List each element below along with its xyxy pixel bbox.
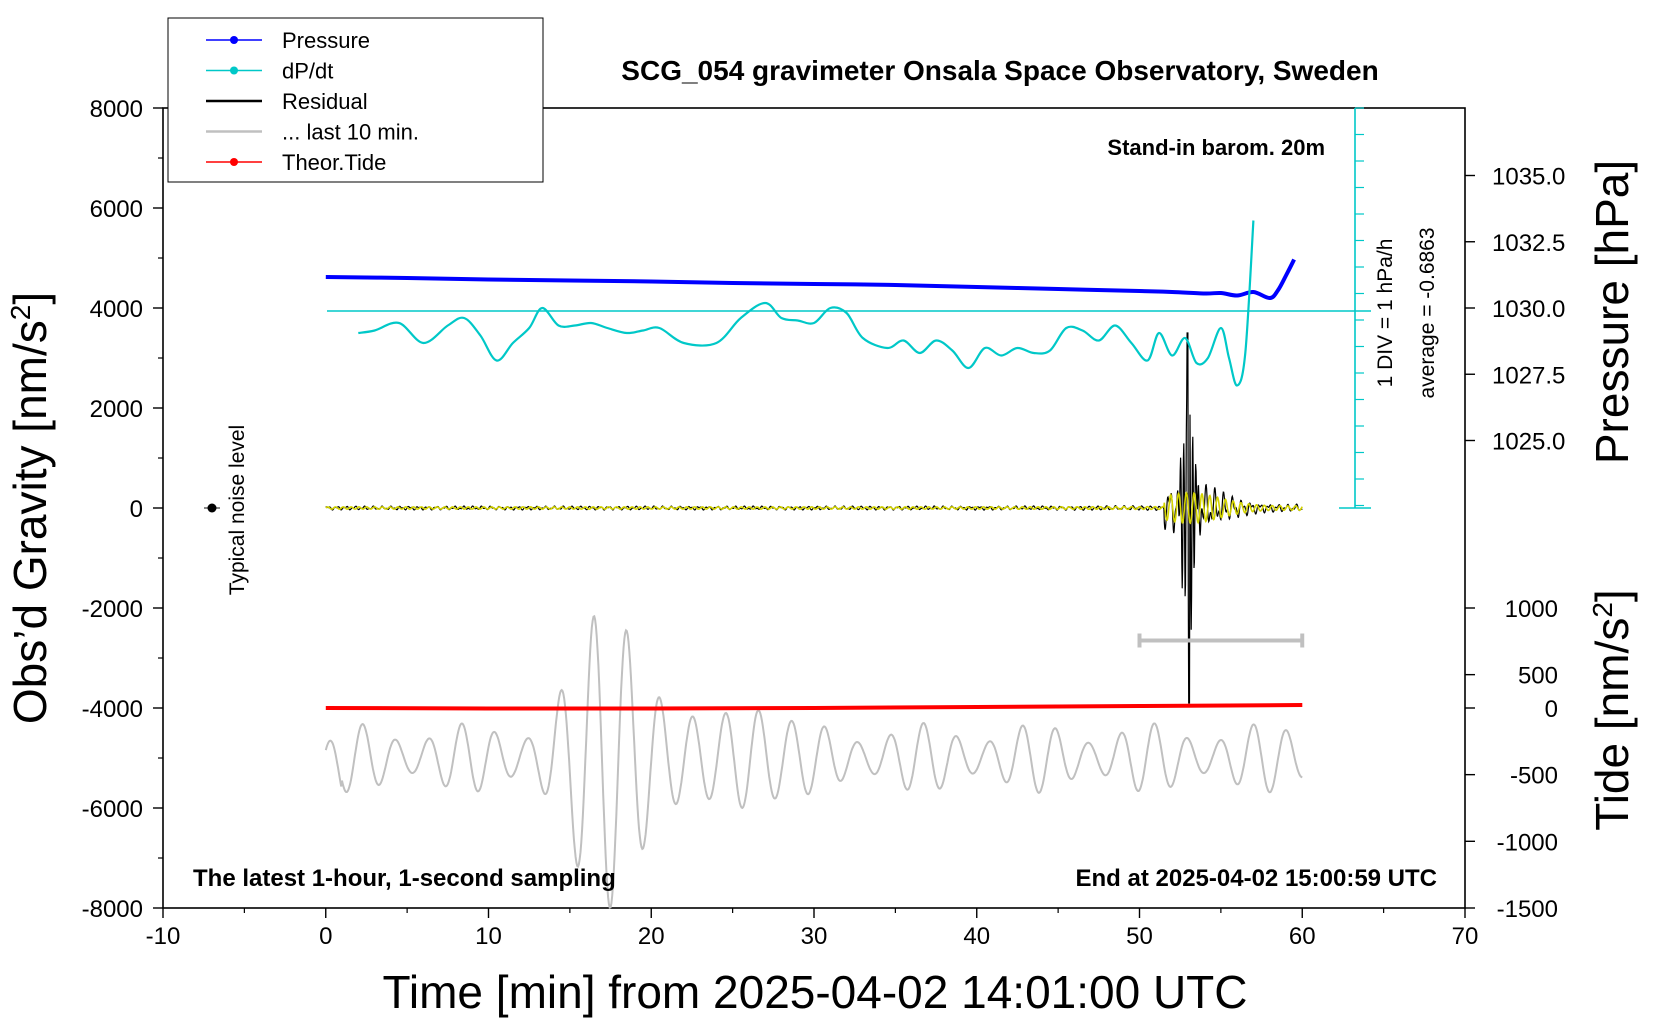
series-dpdt xyxy=(358,220,1255,387)
pressure-tick-label: 1025.0 xyxy=(1492,429,1565,456)
tide-axis-label-close: ] xyxy=(1586,589,1638,602)
tide-axis-label: Tide [nm/s2] xyxy=(1586,589,1638,830)
y-axis-label-main: Obs’d Gravity [nm/s xyxy=(4,320,56,724)
pressure-tick-label: 1035.0 xyxy=(1492,164,1565,191)
y-tick-label: 0 xyxy=(130,496,143,523)
y-axis-label-close: ] xyxy=(4,292,56,305)
last-10-min-span-marker xyxy=(1137,633,1305,648)
average-label: average = -0.6863 xyxy=(1416,227,1439,398)
y-tick-label: 4000 xyxy=(90,296,143,323)
legend-label: Theor.Tide xyxy=(282,150,386,175)
tide-tick-label: 1000 xyxy=(1505,596,1558,623)
x-tick-label: 20 xyxy=(638,923,665,950)
pressure-tick-label: 1030.0 xyxy=(1492,296,1565,323)
bottom-left-note: The latest 1-hour, 1-second sampling xyxy=(193,865,616,892)
x-tick-label: 60 xyxy=(1289,923,1316,950)
noise-level-label: Typical noise level xyxy=(226,425,249,595)
tide-tick-label: 0 xyxy=(1545,696,1558,723)
y-tick-label: -6000 xyxy=(82,796,143,823)
x-tick-label: 10 xyxy=(475,923,502,950)
series-residual xyxy=(325,332,1303,704)
bottom-right-note: End at 2025-04-02 15:00:59 UTC xyxy=(1076,865,1438,892)
tide-tick-label: -1000 xyxy=(1497,829,1558,856)
x-axis: -10 0 10 20 30 40 50 60 70 xyxy=(146,908,1479,950)
series-last-10-min xyxy=(324,614,1303,909)
tide-tick-label: 500 xyxy=(1518,663,1558,690)
series-pressure xyxy=(325,258,1296,300)
x-axis-label: Time [min] from 2025-04-02 14:01:00 UTC xyxy=(383,966,1248,1018)
y-tick-label: -8000 xyxy=(82,896,143,923)
y-tick-label: 6000 xyxy=(90,196,143,223)
x-tick-label: 0 xyxy=(319,923,332,950)
x-tick-label: -10 xyxy=(146,923,181,950)
x-tick-label: 40 xyxy=(963,923,990,950)
chart-title: SCG_054 gravimeter Onsala Space Observat… xyxy=(621,55,1378,86)
x-tick-label: 50 xyxy=(1126,923,1153,950)
legend-marker xyxy=(230,158,238,166)
legend-label: Pressure xyxy=(282,28,370,53)
tide-axis-label-sup: 2 xyxy=(1587,602,1618,618)
legend-marker xyxy=(230,36,238,44)
legend-marker xyxy=(230,66,238,75)
noise-level-marker xyxy=(207,503,217,513)
div-label: 1 DIV = 1 hPa/h xyxy=(1374,239,1397,388)
y-axis-right-pressure: 1035.0 1032.5 1030.0 1027.5 1025.0 xyxy=(1465,164,1565,456)
pressure-axis-label: Pressure [hPa] xyxy=(1586,160,1638,464)
series-residual-filtered xyxy=(325,491,1303,525)
div-scale-ticks xyxy=(1355,107,1364,507)
legend-label: dP/dt xyxy=(282,59,333,84)
legend: Pressure dP/dt Residual ... last 10 min. The… xyxy=(206,28,419,175)
y-tick-label: -4000 xyxy=(82,696,143,723)
pressure-tick-label: 1032.5 xyxy=(1492,230,1565,257)
legend-label: Residual xyxy=(282,89,368,114)
y-axis-right-tide: 1000 500 0 -500 -1000 -1500 xyxy=(1465,596,1558,923)
y-axis-label: Obs’d Gravity [nm/s2] xyxy=(4,292,56,724)
x-tick-label: 70 xyxy=(1452,923,1479,950)
pressure-tick-label: 1027.5 xyxy=(1492,362,1565,389)
tide-tick-label: -1500 xyxy=(1497,896,1558,923)
tide-tick-label: -500 xyxy=(1510,763,1558,790)
legend-label: ... last 10 min. xyxy=(282,120,419,145)
x-tick-label: 30 xyxy=(801,923,828,950)
y-axis-left: 8000 6000 4000 2000 0 -2000 -4000 -6000 -8000 xyxy=(82,96,163,923)
y-axis-label-sup: 2 xyxy=(5,305,36,321)
y-tick-label: 2000 xyxy=(90,396,143,423)
y-tick-label: 8000 xyxy=(90,96,143,123)
tide-axis-label-main: Tide [nm/s xyxy=(1586,618,1638,831)
stand-in-label: Stand-in barom. 20m xyxy=(1107,135,1325,160)
y-tick-label: -2000 xyxy=(82,596,143,623)
series-theor-tide xyxy=(325,703,1303,711)
